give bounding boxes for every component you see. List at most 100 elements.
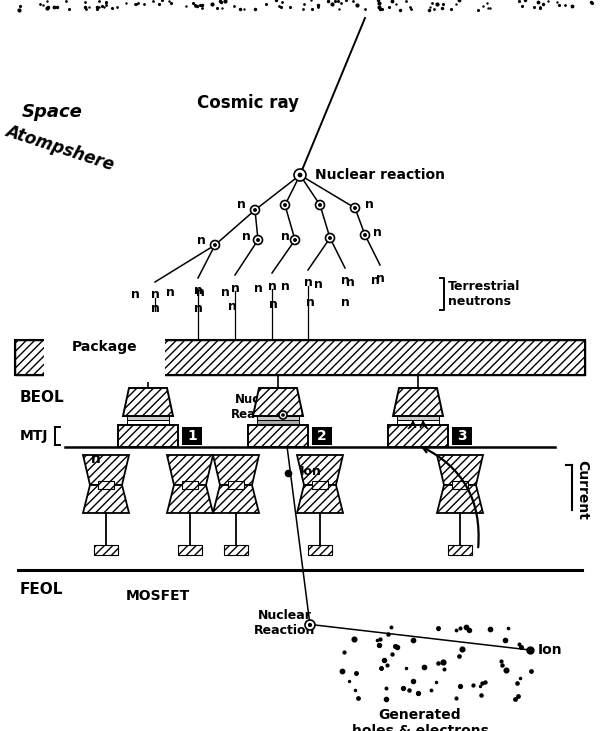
Polygon shape — [437, 455, 483, 485]
Text: n: n — [371, 275, 379, 287]
Bar — [98, 481, 114, 489]
Bar — [312, 427, 332, 445]
Bar — [15, 340, 585, 375]
Text: n: n — [151, 301, 160, 314]
Bar — [397, 420, 439, 424]
Text: 2: 2 — [317, 429, 327, 443]
Text: n: n — [373, 225, 382, 238]
Text: 3: 3 — [457, 429, 467, 443]
Text: Nuclear
Reaction: Nuclear Reaction — [231, 393, 289, 421]
Bar — [94, 545, 118, 555]
Polygon shape — [297, 455, 343, 485]
Bar — [224, 545, 248, 555]
Text: n: n — [227, 300, 236, 314]
Bar — [127, 416, 169, 420]
Circle shape — [364, 234, 366, 236]
Circle shape — [279, 411, 287, 419]
Bar — [15, 340, 585, 375]
Circle shape — [354, 207, 356, 209]
Polygon shape — [213, 485, 259, 513]
Polygon shape — [253, 388, 303, 416]
Text: n: n — [268, 279, 277, 292]
Circle shape — [308, 624, 311, 626]
Polygon shape — [393, 388, 443, 416]
Text: n: n — [194, 301, 202, 314]
Polygon shape — [123, 388, 173, 416]
Text: BEOL: BEOL — [20, 390, 65, 406]
Circle shape — [305, 620, 315, 630]
Bar — [388, 425, 448, 447]
Text: 1: 1 — [187, 429, 197, 443]
Bar — [127, 420, 169, 424]
Text: n: n — [281, 281, 289, 294]
Text: n: n — [254, 281, 262, 295]
Circle shape — [319, 204, 321, 206]
Circle shape — [281, 200, 290, 210]
Circle shape — [329, 237, 331, 239]
Polygon shape — [297, 485, 343, 513]
Bar — [248, 425, 308, 447]
Circle shape — [251, 205, 260, 214]
Text: n: n — [242, 230, 250, 243]
Polygon shape — [167, 485, 213, 513]
Circle shape — [211, 240, 220, 249]
Text: n: n — [305, 297, 314, 309]
Text: Ion: Ion — [300, 465, 322, 478]
Bar — [452, 427, 472, 445]
Text: n: n — [281, 230, 289, 243]
Text: Cosmic ray: Cosmic ray — [197, 94, 299, 112]
Text: Space: Space — [22, 103, 82, 121]
Text: n: n — [131, 289, 139, 301]
Circle shape — [290, 235, 299, 244]
Polygon shape — [437, 485, 483, 513]
Text: Atompshere: Atompshere — [4, 122, 116, 174]
Bar — [312, 481, 328, 489]
Polygon shape — [213, 455, 259, 485]
Text: n: n — [341, 275, 349, 287]
Bar — [308, 545, 332, 555]
Circle shape — [361, 230, 370, 240]
Text: n: n — [314, 279, 322, 292]
Text: n: n — [166, 286, 175, 298]
Circle shape — [298, 173, 302, 177]
Text: n: n — [346, 276, 355, 289]
Text: Ion: Ion — [538, 643, 563, 657]
Text: n: n — [304, 276, 313, 289]
Text: n: n — [365, 197, 373, 211]
Circle shape — [294, 169, 306, 181]
Text: n: n — [196, 286, 205, 298]
Text: n: n — [269, 298, 277, 311]
Text: n: n — [194, 284, 202, 298]
Text: Generated
holes & electrons: Generated holes & electrons — [352, 708, 488, 731]
Bar — [178, 545, 202, 555]
Bar — [228, 481, 244, 489]
Text: n: n — [236, 197, 245, 211]
Bar — [182, 427, 202, 445]
Text: n: n — [197, 235, 205, 248]
Bar — [452, 481, 468, 489]
Text: n: n — [151, 289, 160, 301]
Text: n: n — [341, 295, 349, 308]
Text: MTJ: MTJ — [20, 429, 49, 443]
Circle shape — [284, 204, 286, 206]
Circle shape — [254, 209, 256, 211]
Circle shape — [214, 243, 216, 246]
Text: n: n — [230, 281, 239, 295]
Text: Terrestrial
neutrons: Terrestrial neutrons — [448, 280, 520, 308]
Text: MOSFET: MOSFET — [126, 589, 190, 603]
Text: n: n — [221, 286, 229, 298]
Text: Nuclear reaction: Nuclear reaction — [315, 168, 445, 182]
Text: FEOL: FEOL — [20, 583, 64, 597]
Polygon shape — [83, 485, 129, 513]
Circle shape — [316, 200, 325, 210]
Bar — [257, 424, 299, 428]
Text: n: n — [376, 271, 385, 284]
Polygon shape — [167, 455, 213, 485]
Text: n: n — [91, 452, 101, 466]
Text: Package: Package — [72, 340, 137, 354]
Bar — [127, 424, 169, 428]
Bar — [397, 424, 439, 428]
Text: Nuclear
Reaction: Nuclear Reaction — [254, 609, 316, 637]
Polygon shape — [83, 455, 129, 485]
Bar — [448, 545, 472, 555]
